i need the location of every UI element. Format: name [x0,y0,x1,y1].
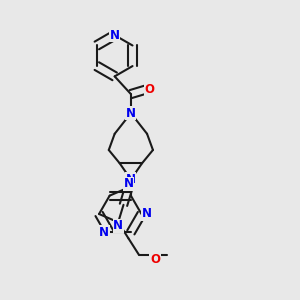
Text: O: O [150,253,160,266]
Text: O: O [145,83,155,96]
Text: N: N [99,226,110,239]
Text: N: N [126,107,136,120]
Text: N: N [126,173,136,186]
Text: N: N [110,29,120,42]
Text: N: N [124,177,134,190]
Text: N: N [113,219,123,232]
Text: N: N [142,208,152,220]
